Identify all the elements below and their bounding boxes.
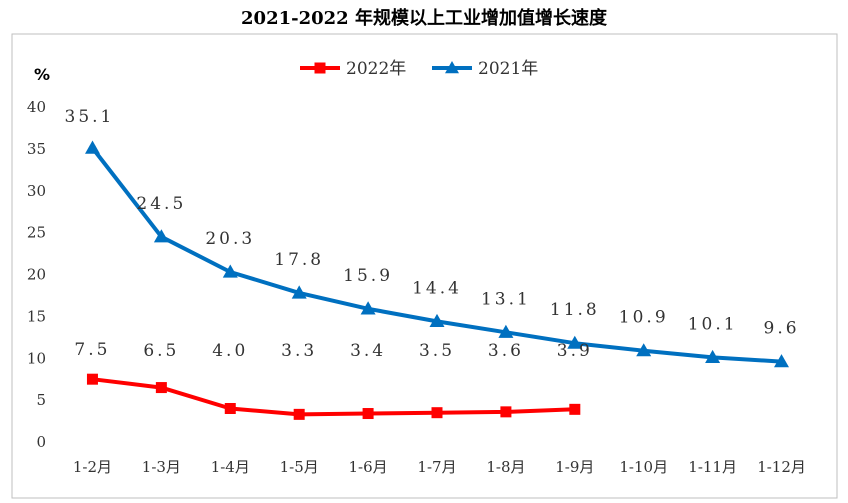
data-label: 3.3 (281, 341, 317, 361)
y-tick-label: 40 (27, 98, 46, 116)
data-point (500, 406, 512, 418)
chart-title: 2021-2022 年规模以上工业增加值增长速度 (241, 7, 608, 29)
data-point (155, 382, 167, 394)
series-line (90, 377, 577, 417)
data-label: 3.4 (350, 341, 386, 361)
data-point (567, 335, 583, 349)
y-tick-label: 20 (27, 266, 46, 284)
y-tick-label: 5 (36, 391, 46, 409)
data-point (636, 343, 652, 357)
data-point (291, 285, 307, 299)
y-tick-label: 10 (27, 349, 46, 367)
y-tick-label: 0 (36, 433, 46, 451)
series-layer (85, 140, 789, 420)
data-label: 13.1 (481, 289, 531, 309)
data-point (705, 349, 721, 363)
data-label: 17.8 (274, 250, 324, 270)
x-tick-label: 1-4月 (211, 458, 250, 476)
data-point (153, 229, 169, 243)
data-point (774, 354, 789, 368)
data-point (222, 264, 238, 278)
x-tick-label: 1-2月 (73, 458, 112, 476)
x-tick-label: 1-6月 (349, 458, 388, 476)
x-tick-label: 1-5月 (280, 458, 319, 476)
data-label: 20.3 (205, 229, 255, 249)
data-label: 11.8 (550, 300, 600, 320)
data-point (86, 373, 98, 385)
data-point (362, 408, 374, 420)
legend-label: 2021年 (478, 59, 538, 79)
data-label: 3.5 (419, 341, 455, 361)
x-tick-label: 1-3月 (142, 458, 181, 476)
data-point (293, 408, 305, 420)
legend-marker (445, 61, 459, 74)
y-tick-label: 25 (27, 224, 46, 242)
data-label: 14.4 (412, 278, 462, 298)
data-label: 7.5 (74, 340, 110, 360)
legend-marker (314, 62, 326, 74)
x-tick-label: 1-10月 (619, 458, 668, 476)
data-label: 10.9 (619, 308, 669, 328)
y-tick-label: 15 (27, 307, 46, 325)
data-label: 15.9 (343, 266, 393, 286)
data-label: 24.5 (136, 194, 186, 214)
data-point (360, 301, 376, 315)
y-axis-ticks: 0 5 10 15 20 25 30 35 40 (27, 98, 46, 451)
y-tick-label: 30 (27, 182, 46, 200)
data-label: 9.6 (764, 319, 800, 339)
legend-label: 2022年 (346, 59, 406, 79)
data-label: 35.1 (65, 107, 115, 127)
legend: 2022年 2021年 (300, 59, 538, 79)
data-label: 4.0 (212, 341, 248, 361)
data-label: 6.5 (143, 341, 179, 361)
y-axis-unit: % (34, 65, 50, 84)
data-point (85, 140, 100, 154)
x-axis-ticks: 1-2月 1-3月 1-4月 1-5月 1-6月 1-7月 1-8月 1-9月 1-10月 1-1… (73, 458, 806, 476)
x-tick-label: 1-12月 (757, 458, 806, 476)
data-point (224, 403, 236, 414)
data-label: 3.6 (488, 341, 524, 361)
x-tick-label: 1-8月 (486, 458, 525, 476)
data-label: 3.9 (557, 341, 593, 361)
data-labels: 7.5 6.5 4.0 3.3 3.4 3.5 3.6 3.9 35.1 24.5 20.3 17.8… (65, 107, 800, 361)
y-tick-label: 35 (27, 140, 46, 158)
x-tick-label: 1-11月 (688, 458, 737, 476)
x-tick-label: 1-9月 (555, 458, 594, 476)
chart-frame (11, 33, 838, 499)
x-tick-label: 1-7月 (417, 458, 456, 476)
data-point (569, 403, 581, 415)
data-point (431, 407, 443, 419)
data-point (498, 324, 514, 338)
data-label: 10.1 (688, 314, 738, 334)
data-point (429, 313, 445, 327)
